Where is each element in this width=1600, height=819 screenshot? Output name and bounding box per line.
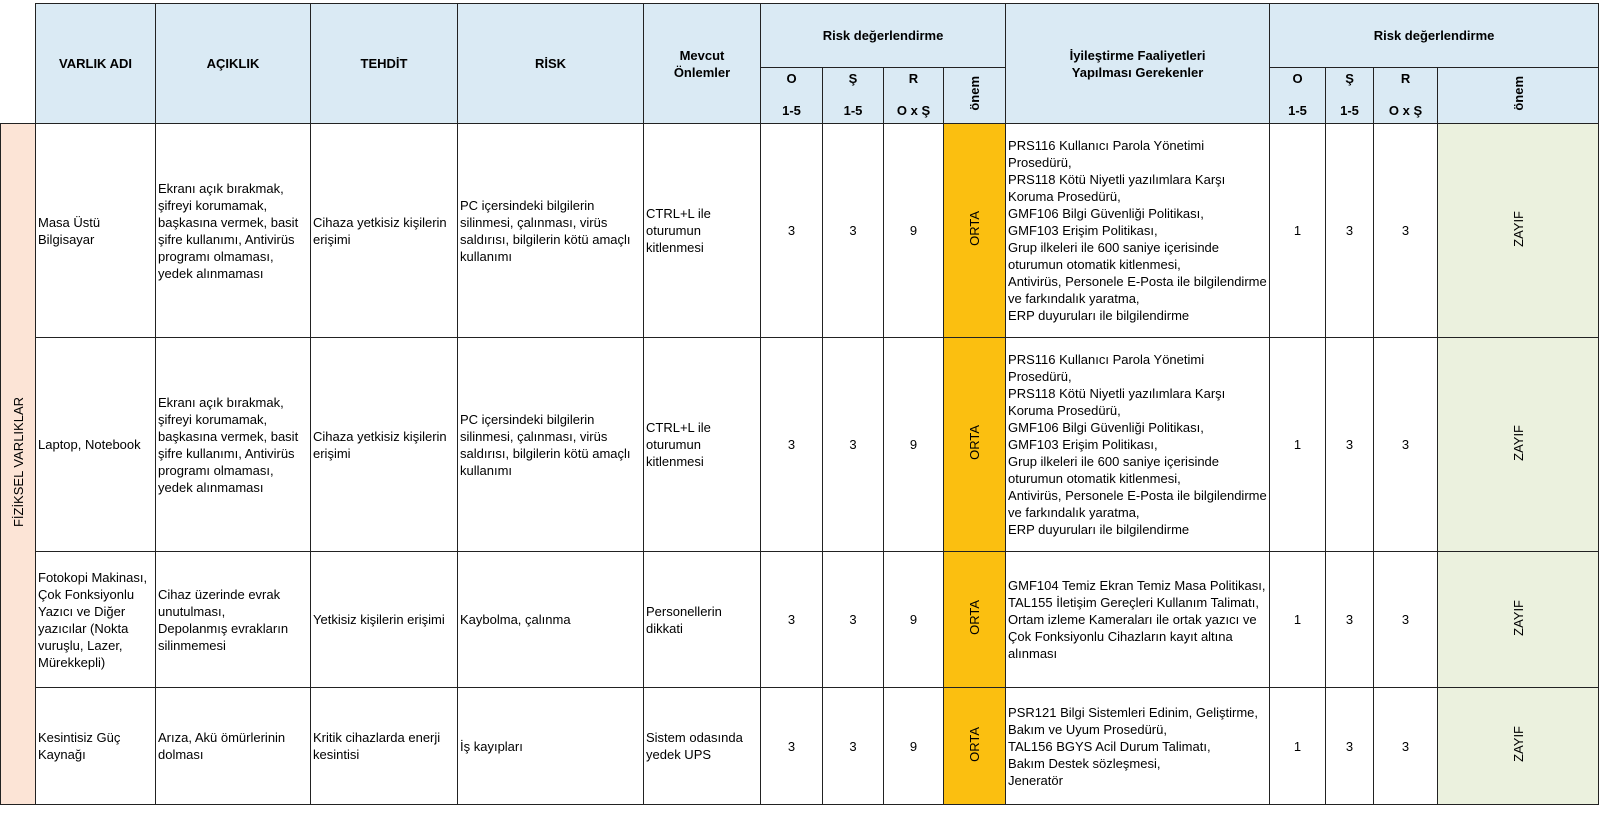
header-tehdit: TEHDİT [310,3,458,124]
cell-aciklik: Arıza, Akü ömürlerinin dolması [155,687,311,805]
subheader-o-1: O 1-5 [760,67,823,124]
cell-r-2: 3 [1373,123,1439,338]
corner-blank [0,3,36,124]
cell-r-1: 9 [883,687,944,805]
cell-o-1: 3 [760,123,823,338]
cell-tehdit: Cihaza yetkisiz kişilerin erişimi [310,123,458,338]
cell-varlik: Masa Üstü Bilgisayar [35,123,156,338]
subheader-s-1: Ş 1-5 [822,67,884,124]
header-mevcut-onlemler: Mevcut Önlemler [643,3,761,124]
cell-iyilestirme: PSR121 Bilgi Sistemleri Edinim, Geliştir… [1005,687,1271,805]
cell-o-2: 1 [1269,551,1327,688]
cell-iyilestirme: GMF104 Temiz Ekran Temiz Masa Politikası… [1005,551,1271,688]
cell-s-2: 3 [1325,551,1375,688]
cell-o-1: 3 [760,551,823,688]
cell-s-2: 3 [1325,337,1375,552]
cell-tehdit: Yetkisiz kişilerin erişimi [310,551,458,688]
cell-aciklik: Ekranı açık bırakmak, şifreyi korumamak,… [155,337,311,552]
cell-onem-1: ORTA [942,337,1007,552]
cell-varlik: Kesintisiz Güç Kaynağı [35,687,156,805]
cell-aciklik: Cihaz üzerinde evrak unutulması, Depolan… [155,551,311,688]
cell-mevcut: CTRL+L ile oturumun kitlenmesi [643,337,761,552]
cell-mevcut: Personellerin dikkati [643,551,761,688]
cell-onem-2: ZAYIF [1437,551,1600,688]
cell-mevcut: Sistem odasında yedek UPS [643,687,761,805]
cell-tehdit: Kritik cihazlarda enerji kesintisi [310,687,458,805]
cell-iyilestirme: PRS116 Kullanıcı Parola Yönetimi Prosedü… [1005,123,1271,338]
cell-s-1: 3 [822,337,884,552]
cell-o-2: 1 [1269,123,1327,338]
cell-o-1: 3 [760,337,823,552]
cell-risk: İş kayıpları [457,687,644,805]
subheader-onem-2: önem [1437,67,1600,124]
subheader-s-2: Ş 1-5 [1325,67,1375,124]
cell-risk: PC içersindeki bilgilerin silinmesi, çal… [457,337,644,552]
cell-r-2: 3 [1373,551,1439,688]
cell-r-2: 3 [1373,687,1439,805]
cell-r-1: 9 [883,123,944,338]
header-risk: RİSK [457,3,644,124]
cell-onem-1: ORTA [942,687,1007,805]
cell-onem-2: ZAYIF [1437,337,1600,552]
cell-r-1: 9 [883,337,944,552]
cell-onem-2: ZAYIF [1437,123,1600,338]
cell-onem-2: ZAYIF [1437,687,1600,805]
cell-r-2: 3 [1373,337,1439,552]
subheader-o-2: O 1-5 [1269,67,1327,124]
cell-o-1: 3 [760,687,823,805]
cell-s-2: 3 [1325,687,1375,805]
cell-s-1: 3 [822,123,884,338]
header-iyilestirme: İyileştirme Faaliyetleri Yapılması Gerek… [1005,3,1271,124]
cell-aciklik: Ekranı açık bırakmak, şifreyi korumamak,… [155,123,311,338]
cell-s-1: 3 [822,687,884,805]
header-varlik-adi: VARLIK ADI [35,3,156,124]
cell-o-2: 1 [1269,337,1327,552]
table-row: Fotokopi Makinası, Çok Fonksiyonlu Yazıc… [1,551,1600,688]
header-aciklik: AÇIKLIK [155,3,311,124]
header-risk-degerlendirme-2: Risk değerlendirme [1269,3,1600,68]
cell-s-2: 3 [1325,123,1375,338]
table-row: Laptop, Notebook Ekranı açık bırakmak, ş… [1,337,1600,552]
subheader-onem-1: önem [942,67,1007,124]
cell-r-1: 9 [883,551,944,688]
risk-assessment-table: VARLIK ADI AÇIKLIK TEHDİT RİSK Mevcut Ön… [0,3,1600,805]
cell-risk: PC içersindeki bilgilerin silinmesi, çal… [457,123,644,338]
cell-iyilestirme: PRS116 Kullanıcı Parola Yönetimi Prosedü… [1005,337,1271,552]
category-cell: FİZİKSEL VARLIKLAR [0,123,36,805]
cell-onem-1: ORTA [942,123,1007,338]
cell-onem-1: ORTA [942,551,1007,688]
header-risk-degerlendirme-1: Risk değerlendirme [759,3,1007,68]
cell-tehdit: Cihaza yetkisiz kişilerin erişimi [310,337,458,552]
table-row: FİZİKSEL VARLIKLAR Masa Üstü Bilgisayar E… [0,123,1600,805]
table-row: Kesintisiz Güç Kaynağı Arıza, Akü ömürle… [1,687,1600,805]
cell-varlik: Laptop, Notebook [35,337,156,552]
cell-s-1: 3 [822,551,884,688]
cell-varlik: Fotokopi Makinası, Çok Fonksiyonlu Yazıc… [35,551,156,688]
cell-o-2: 1 [1269,687,1327,805]
cell-mevcut: CTRL+L ile oturumun kitlenmesi [643,123,761,338]
cell-risk: Kaybolma, çalınma [457,551,644,688]
